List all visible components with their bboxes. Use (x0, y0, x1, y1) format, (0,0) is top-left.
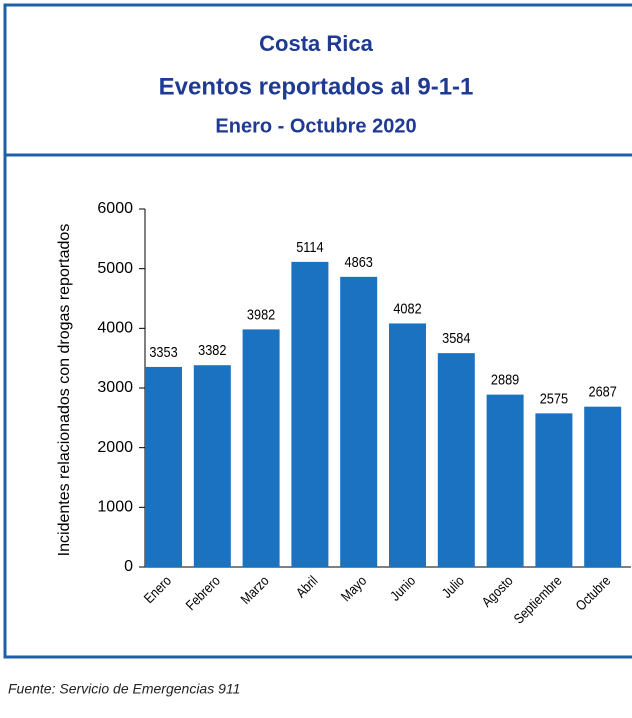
x-tick-label: Enero (141, 572, 175, 606)
value-label: 5114 (296, 238, 324, 255)
value-label: 2687 (589, 383, 618, 400)
bar (584, 406, 622, 567)
bar (535, 413, 573, 567)
bar (486, 394, 524, 567)
value-label: 4082 (393, 299, 422, 316)
y-tick-label: 4000 (97, 320, 133, 337)
x-tick-label: Septiembre (510, 572, 564, 626)
chart-period: Enero - Octubre 2020 (215, 115, 416, 137)
x-tick-label: Abril (293, 572, 321, 600)
bar (340, 276, 378, 567)
bar (242, 329, 280, 567)
bar (291, 261, 329, 567)
chart-title: Costa Rica (259, 31, 373, 56)
value-label: 3382 (198, 341, 227, 358)
value-label: 3584 (442, 329, 471, 346)
y-tick-label: 5000 (97, 260, 133, 277)
value-label: 4863 (345, 253, 374, 270)
bar (389, 323, 426, 567)
source: Fuente: Servicio de Emergencias 911 (8, 681, 240, 697)
value-label: 3353 (149, 343, 178, 360)
chart-subtitle: Eventos reportados al 9-1-1 (159, 73, 474, 100)
y-tick-label: 2000 (97, 439, 133, 456)
value-label: 2575 (540, 389, 569, 406)
y-tick-label: 3000 (97, 379, 133, 396)
x-tick-label: Julio (438, 572, 467, 601)
x-tick-label: Junio (387, 572, 419, 604)
bar (193, 365, 231, 567)
x-tick-label: Mayo (338, 572, 370, 604)
frame (3, 3, 632, 659)
bar (145, 366, 182, 567)
y-tick-label: 0 (124, 558, 133, 575)
value-label: 3982 (247, 305, 276, 322)
y-tick-label: 1000 (97, 499, 133, 516)
y-tick-label: 6000 (97, 200, 133, 217)
x-tick-label: Agosto (478, 572, 516, 610)
value-label: 2889 (491, 371, 520, 388)
x-tick-label: Octubre (572, 572, 613, 613)
x-tick-label: Marzo (237, 572, 272, 607)
x-tick-label: Febrero (182, 572, 223, 613)
bar (437, 353, 475, 567)
y-axis-label: Incidentes relacionados con drogas repor… (56, 224, 73, 557)
